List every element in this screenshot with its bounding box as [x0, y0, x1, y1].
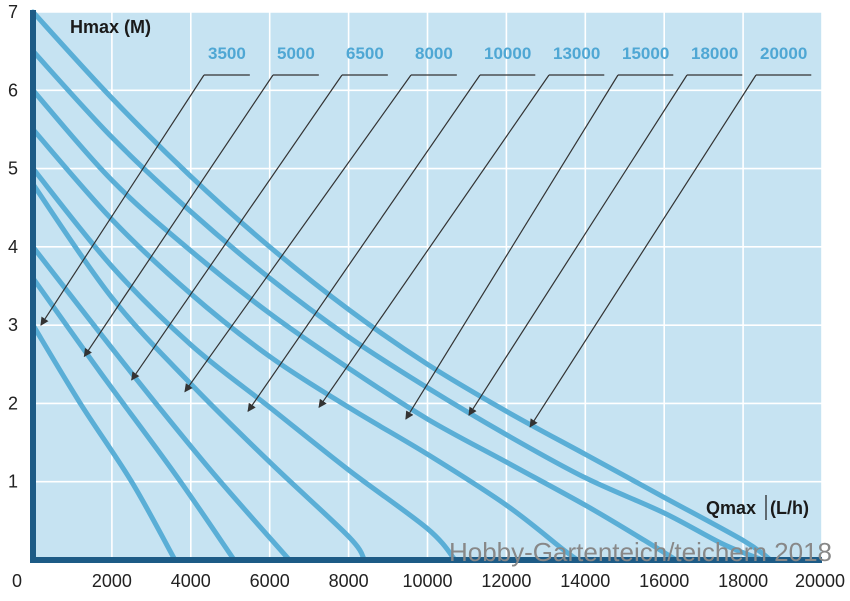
series-label-6500: 6500 — [346, 44, 384, 63]
series-label-8000: 8000 — [415, 44, 453, 63]
pump-curves — [30, 9, 774, 563]
curve-6500 — [30, 244, 292, 563]
x-tick-label: 12000 — [481, 571, 531, 591]
leader-arrow-18000 — [468, 74, 688, 416]
leader-arrow-15000 — [405, 74, 619, 420]
leader-arrow-6500 — [131, 74, 343, 381]
curve-15000 — [30, 87, 679, 563]
x-axis-unit: (L/h) — [770, 498, 809, 518]
series-labels: 3500 5000 6500 8000 10000 13000 15000 18000 2000… — [208, 44, 807, 63]
series-label-5000: 5000 — [277, 44, 315, 63]
series-label-20000: 20000 — [760, 44, 807, 63]
y-tick-label: 7 — [8, 2, 18, 22]
curve-18000 — [30, 48, 766, 563]
leader-arrow-3500 — [40, 74, 205, 326]
x-tick-label: 0 — [12, 571, 22, 591]
series-label-10000: 10000 — [484, 44, 531, 63]
y-tick-label: 2 — [8, 393, 18, 413]
y-tick-label: 6 — [8, 80, 18, 100]
y-tick-label: 5 — [8, 159, 18, 179]
x-tick-label: 18000 — [718, 571, 768, 591]
series-label-18000: 18000 — [691, 44, 738, 63]
curve-13000 — [30, 126, 580, 563]
y-tick-label: 1 — [8, 472, 18, 492]
series-label-13000: 13000 — [553, 44, 600, 63]
label-leader-arrows — [40, 74, 812, 428]
leader-arrow-5000 — [83, 74, 274, 358]
curve-20000 — [30, 9, 774, 563]
leader-arrow-13000 — [318, 74, 550, 409]
x-axis-title: Qmax — [706, 498, 756, 518]
grid-lines — [33, 11, 823, 560]
curve-3500 — [30, 322, 178, 563]
x-tick-label: 8000 — [329, 571, 369, 591]
x-tick-label: 16000 — [639, 571, 689, 591]
series-label-15000: 15000 — [622, 44, 669, 63]
leader-arrow-10000 — [247, 74, 481, 412]
watermark-text: Hobby-Gartenteich/teichern 2018 — [449, 537, 832, 567]
x-tick-label: 20000 — [795, 571, 845, 591]
x-tick-label: 6000 — [250, 571, 290, 591]
x-tick-label: 14000 — [560, 571, 610, 591]
series-label-3500: 3500 — [208, 44, 246, 63]
y-axis-title: Hmax (M) — [70, 17, 151, 37]
curve-5000 — [30, 275, 237, 563]
y-tick-label: 3 — [8, 315, 18, 335]
leader-arrow-8000 — [184, 74, 412, 393]
tick-labels: 0 2000 4000 6000 8000 10000 12000 14000 16000 180… — [8, 2, 845, 591]
curve-10000 — [30, 166, 458, 563]
x-tick-label: 10000 — [402, 571, 452, 591]
leader-arrow-20000 — [529, 74, 757, 428]
axes — [30, 10, 822, 563]
x-tick-label: 4000 — [171, 571, 211, 591]
x-tick-label: 2000 — [92, 571, 132, 591]
curve-8000 — [30, 181, 367, 563]
y-tick-label: 4 — [8, 237, 18, 257]
